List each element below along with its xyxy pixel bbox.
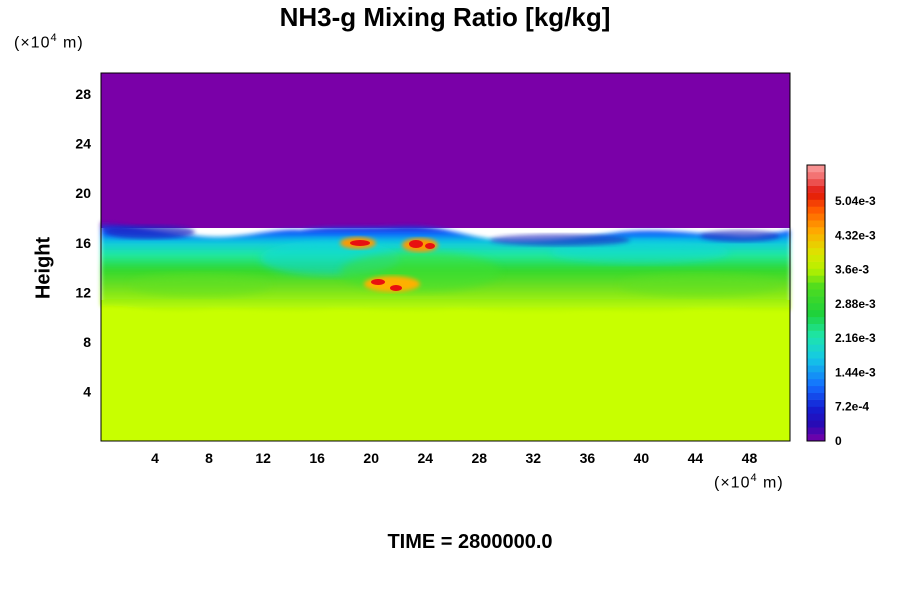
x-tick-label: 28: [471, 450, 487, 466]
colorbar: 0 7.2e-4 1.44e-3 2.16e-3 2.88e-3 3.6e-3 4.32e-…: [806, 164, 876, 448]
colorbar-frame: [806, 164, 826, 442]
colorbar-label: 3.6e-3: [835, 263, 869, 277]
x-axis-unit: (×104 m): [714, 472, 784, 492]
colorbar-segment: [807, 378, 825, 387]
x-tick-label: 12: [255, 450, 271, 466]
colorbar-segment: [807, 171, 825, 180]
colorbar-segment: [807, 309, 825, 318]
colorbar-segment: [807, 254, 825, 262]
x-tick-label: 48: [742, 450, 758, 466]
colorbar-segment: [807, 268, 825, 276]
dark-blue-edge: [700, 230, 780, 242]
colorbar-segment: [807, 385, 825, 393]
colorbar-label: 5.04e-3: [835, 194, 876, 208]
colorbar-segment: [807, 434, 825, 442]
time-label: TIME = 2800000.0: [387, 531, 553, 553]
y-axis-ticks: 4 8 12 16 20 24 28: [75, 86, 91, 399]
x-tick-label: 16: [309, 450, 325, 466]
y-axis-unit: (×104 m): [14, 32, 84, 52]
colorbar-segment: [807, 323, 825, 331]
hotspot-2-core: [425, 243, 435, 249]
x-tick-label: 8: [205, 450, 213, 466]
green-patch: [340, 252, 500, 292]
y-tick-label: 12: [75, 284, 91, 300]
hotspot-2-core: [409, 240, 423, 248]
x-tick-label: 24: [417, 450, 433, 466]
colorbar-segment: [807, 289, 825, 297]
dark-blue-edge: [490, 234, 630, 246]
colorbar-segment: [807, 399, 825, 407]
x-tick-label: 36: [580, 450, 596, 466]
green-patch: [620, 273, 780, 297]
x-tick-label: 20: [363, 450, 379, 466]
colorbar-label: 1.44e-3: [835, 365, 876, 379]
colorbar-segment: [807, 330, 825, 338]
y-tick-label: 24: [75, 136, 91, 152]
colorbar-segment: [807, 420, 825, 428]
colorbar-label: 7.2e-4: [835, 400, 869, 414]
colorbar-segment: [807, 165, 825, 173]
colorbar-segment: [807, 240, 825, 249]
colorbar-segment: [807, 365, 825, 373]
x-tick-label: 40: [634, 450, 650, 466]
colorbar-segment: [807, 406, 825, 414]
y-tick-label: 4: [83, 383, 91, 399]
colorbar-segment: [807, 303, 825, 311]
y-tick-label: 28: [75, 86, 91, 102]
colorbar-segment: [807, 372, 825, 380]
colorbar-segment: [807, 234, 825, 242]
x-tick-label: 44: [688, 450, 704, 466]
colorbar-segment: [807, 296, 825, 304]
colorbar-label: 2.16e-3: [835, 331, 876, 345]
x-tick-label: 4: [151, 450, 159, 466]
colorbar-segment: [807, 247, 825, 255]
colorbar-label: 4.32e-3: [835, 228, 876, 242]
x-tick-label: 32: [526, 450, 542, 466]
colorbar-segment: [807, 213, 825, 221]
hotspot-1-core: [350, 240, 370, 246]
y-tick-label: 16: [75, 235, 91, 251]
colorbar-segment: [807, 351, 825, 359]
chart-title: NH3-g Mixing Ratio [kg/kg]: [279, 2, 611, 32]
colorbar-segment: [807, 206, 825, 214]
colorbar-segment: [807, 413, 825, 421]
colorbar-segment: [807, 192, 825, 200]
plot-frame: [100, 72, 791, 442]
colorbar-segment: [807, 185, 825, 193]
colorbar-segment: [807, 199, 825, 207]
colorbar-segment: [807, 178, 825, 186]
colorbar-segment: [807, 275, 825, 283]
green-patch: [130, 273, 270, 297]
lower-region: [101, 300, 790, 441]
x-axis-ticks: 4 8 12 16 20 24 28 32 36 40 44 48: [151, 450, 757, 466]
hotspot-3-core: [390, 285, 402, 291]
cyan-patch: [550, 240, 730, 264]
colorbar-label: 0: [835, 434, 842, 448]
y-tick-label: 20: [75, 185, 91, 201]
colorbar-segment: [807, 261, 825, 269]
colorbar-segment: [807, 316, 825, 324]
colorbar-segment: [807, 344, 825, 352]
colorbar-segment: [807, 337, 825, 345]
colorbar-label: 2.88e-3: [835, 297, 876, 311]
dark-blue-edge: [105, 225, 195, 239]
colorbar-segment: [807, 358, 825, 366]
colorbar-segment: [807, 392, 825, 400]
colorbar-segment: [807, 427, 825, 435]
colorbar-segment: [807, 282, 825, 290]
hotspot-3-core: [371, 279, 385, 285]
colorbar-segment: [807, 220, 825, 228]
heatmap-field: [101, 73, 790, 441]
upper-region: [101, 73, 790, 228]
colorbar-segment: [807, 227, 825, 235]
y-tick-label: 8: [83, 334, 91, 350]
